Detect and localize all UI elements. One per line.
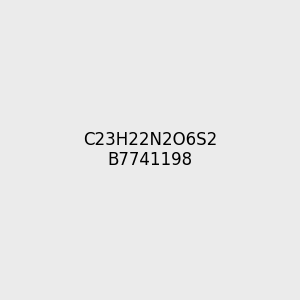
- Text: C23H22N2O6S2
B7741198: C23H22N2O6S2 B7741198: [83, 130, 217, 170]
